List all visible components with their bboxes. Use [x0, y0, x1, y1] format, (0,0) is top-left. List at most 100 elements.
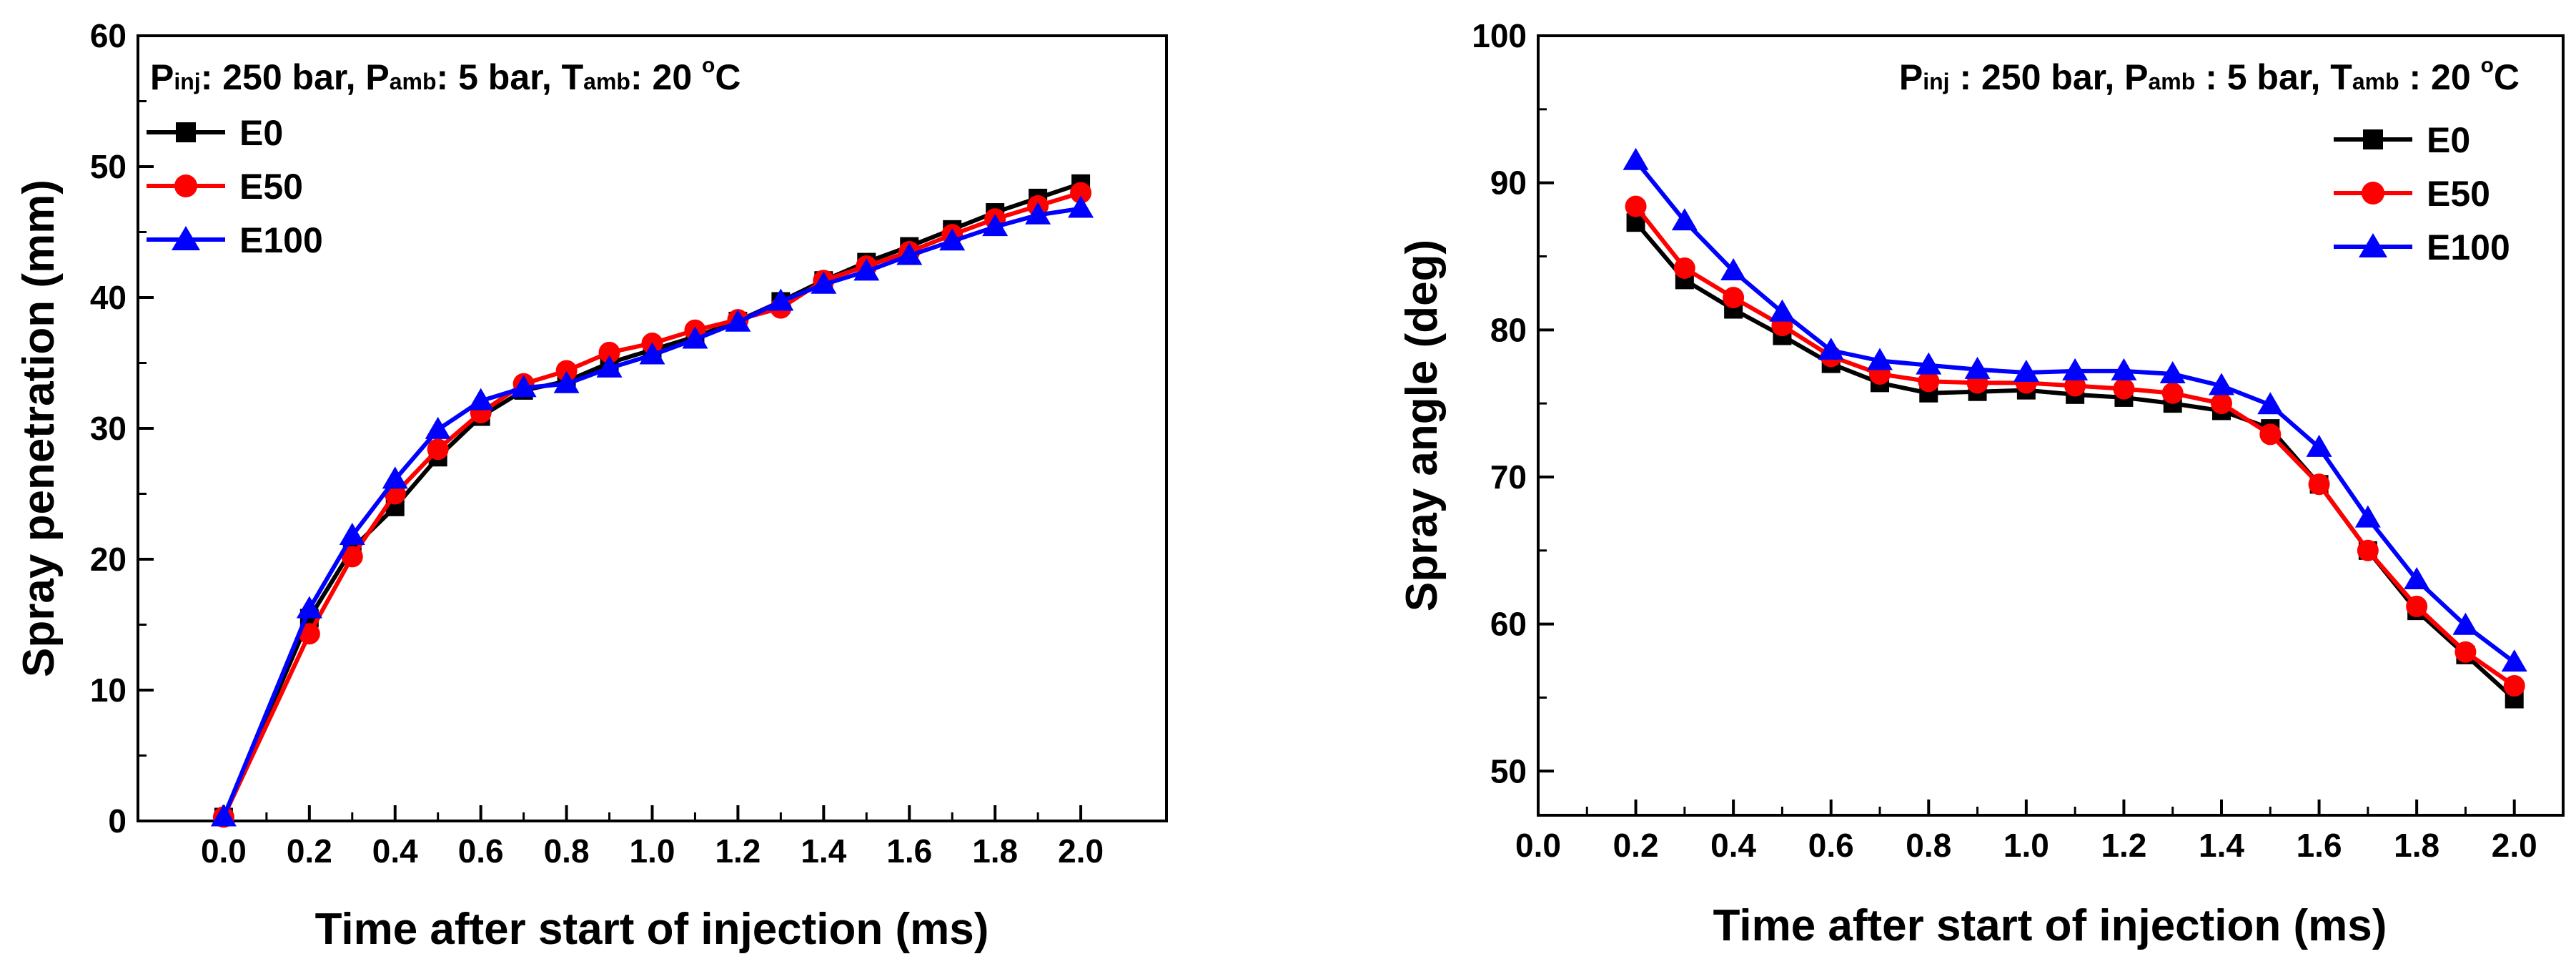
p-inj: P: [150, 57, 174, 97]
legend-label-e0: E0: [2427, 120, 2470, 160]
p-amb: P: [2124, 57, 2148, 97]
data-point-e50: [2211, 393, 2232, 415]
x-tick-label: 1.2: [2101, 827, 2146, 864]
x-tick-label: 1.4: [2199, 827, 2244, 864]
y-tick-label: 60: [1490, 606, 1527, 643]
x-tick-label: 1.6: [886, 832, 932, 870]
data-point-e50: [341, 546, 363, 568]
x-tick-label: 1.2: [715, 832, 761, 870]
data-point-e100: [2452, 612, 2479, 635]
data-point-e100: [2257, 392, 2284, 415]
data-point-e100: [1867, 348, 1893, 370]
x-tick-label: 2.0: [2492, 827, 2537, 864]
legend-label-e0: E0: [239, 113, 283, 153]
data-point-e100: [768, 288, 794, 311]
data-point-e100: [510, 375, 537, 398]
data-point-e50: [598, 341, 620, 363]
x-tick-label: 1.8: [2394, 827, 2439, 864]
t-amb-sub: amb: [2352, 69, 2399, 94]
temp-unit: C: [715, 57, 740, 97]
x-tick-label: 0.6: [1808, 827, 1854, 864]
legend-marker-e0: [176, 122, 196, 142]
spray-angle-chart: 0.0 0.2 0.4 0.6 0.8 1.0 1.2 1.4 1.6 1.8 2.0 50 60 70 8…: [1397, 17, 2565, 950]
p-inj-value: : 250 bar,: [1950, 57, 2125, 97]
legend-marker-e0: [2363, 129, 2383, 149]
x-tick-label: 0.8: [544, 832, 590, 870]
p-inj-sub: inj: [1923, 69, 1949, 94]
x-tick-label: 0.2: [287, 832, 332, 870]
y-tick-label: 60: [90, 17, 127, 54]
data-point-e100: [896, 242, 923, 265]
y-tick-label: 40: [90, 279, 127, 316]
p-inj-value: : 250 bar,: [201, 57, 366, 97]
penetration-chart: 0.0 0.2 0.4 0.6 0.8 1.0 1.2 1.4 1.6 1.8 2.0 0 10 20 30…: [14, 17, 1168, 954]
p-amb-value: : 5 bar,: [437, 57, 562, 97]
degree-sign: o: [2481, 54, 2494, 77]
data-point-e100: [553, 370, 580, 393]
data-point-e50: [1673, 257, 1695, 279]
t-amb-sub: amb: [583, 69, 630, 94]
data-point-e100: [1916, 352, 1942, 375]
series-line-e100: [222, 206, 1081, 818]
y-tick-label: 0: [108, 802, 127, 840]
data-point-e100: [339, 523, 365, 546]
t-amb-value: : 20: [630, 57, 702, 97]
p-amb: P: [365, 57, 389, 97]
x-tick-label: 0.8: [1906, 827, 1951, 864]
data-point-e100: [2159, 361, 2186, 384]
y-tick-label: 20: [90, 541, 127, 578]
y-tick-label: 50: [90, 148, 127, 185]
y-tick-label: 10: [90, 672, 127, 709]
series-line-e0: [1634, 221, 2516, 701]
y-tick-label: 90: [1490, 164, 1527, 202]
data-point-e50: [2113, 378, 2135, 400]
x-tick-label: 1.8: [972, 832, 1018, 870]
x-tick-label: 1.4: [801, 832, 846, 870]
data-point-e100: [1720, 258, 1747, 281]
p-inj-sub: inj: [174, 69, 200, 94]
x-axis-label: Time after start of injection (ms): [315, 905, 989, 954]
y-axis-label: Spray angle (deg): [1397, 240, 1447, 611]
data-point-e100: [1671, 208, 1698, 231]
y-axis-label: Spray penetration (mm): [14, 179, 64, 677]
legend-marker-e100: [2359, 233, 2387, 257]
legend: E0 E50 E100: [2334, 120, 2510, 267]
y-tick-label: 80: [1490, 311, 1527, 348]
x-tick-label: 0.4: [1710, 827, 1756, 864]
data-point-e100: [296, 596, 322, 619]
data-point-e100: [2404, 566, 2430, 589]
plot-frame: [137, 34, 1168, 822]
series-line-e50: [1634, 205, 2516, 688]
axis-ticks: 0.0 0.2 0.4 0.6 0.8 1.0 1.2 1.4 1.6 1.8 2.0 0 10 20 30…: [90, 17, 1104, 870]
data-point-e50: [427, 438, 449, 461]
series-line-e100: [1634, 159, 2516, 664]
legend-label-e100: E100: [2427, 227, 2510, 267]
data-point-e100: [467, 388, 494, 410]
t-amb: T: [562, 57, 584, 97]
x-tick-label: 0.6: [458, 832, 504, 870]
p-inj: P: [1899, 57, 1923, 97]
data-point-e100: [2354, 505, 2381, 528]
data-point-e100: [682, 326, 708, 349]
data-point-e100: [2501, 649, 2527, 672]
data-point-e100: [2111, 358, 2137, 380]
data-point-e50: [2357, 539, 2379, 561]
data-point-e100: [1769, 299, 1795, 322]
p-amb-sub: amb: [390, 69, 437, 94]
data-point-e50: [2161, 382, 2184, 404]
legend-label-e100: E100: [239, 220, 323, 260]
series-line-e0: [222, 181, 1082, 818]
x-axis-label: Time after start of injection (ms): [1713, 901, 2387, 950]
condition-annotation: Pinj: 250 bar, Pamb: 5 bar, Tamb: 20 oC: [150, 54, 740, 97]
series-line-e50: [222, 190, 1081, 818]
data-point-e50: [1918, 370, 1940, 393]
legend-label-e50: E50: [239, 167, 303, 207]
legend-marker-e100: [172, 226, 200, 250]
data-point-e100: [982, 214, 1009, 237]
data-point-e50: [555, 360, 578, 382]
data-point-e100: [811, 271, 837, 294]
degree-sign: o: [702, 54, 715, 77]
x-tick-label: 1.0: [630, 832, 675, 870]
data-point-e100: [425, 416, 451, 439]
data-point-e100: [1623, 147, 1649, 170]
